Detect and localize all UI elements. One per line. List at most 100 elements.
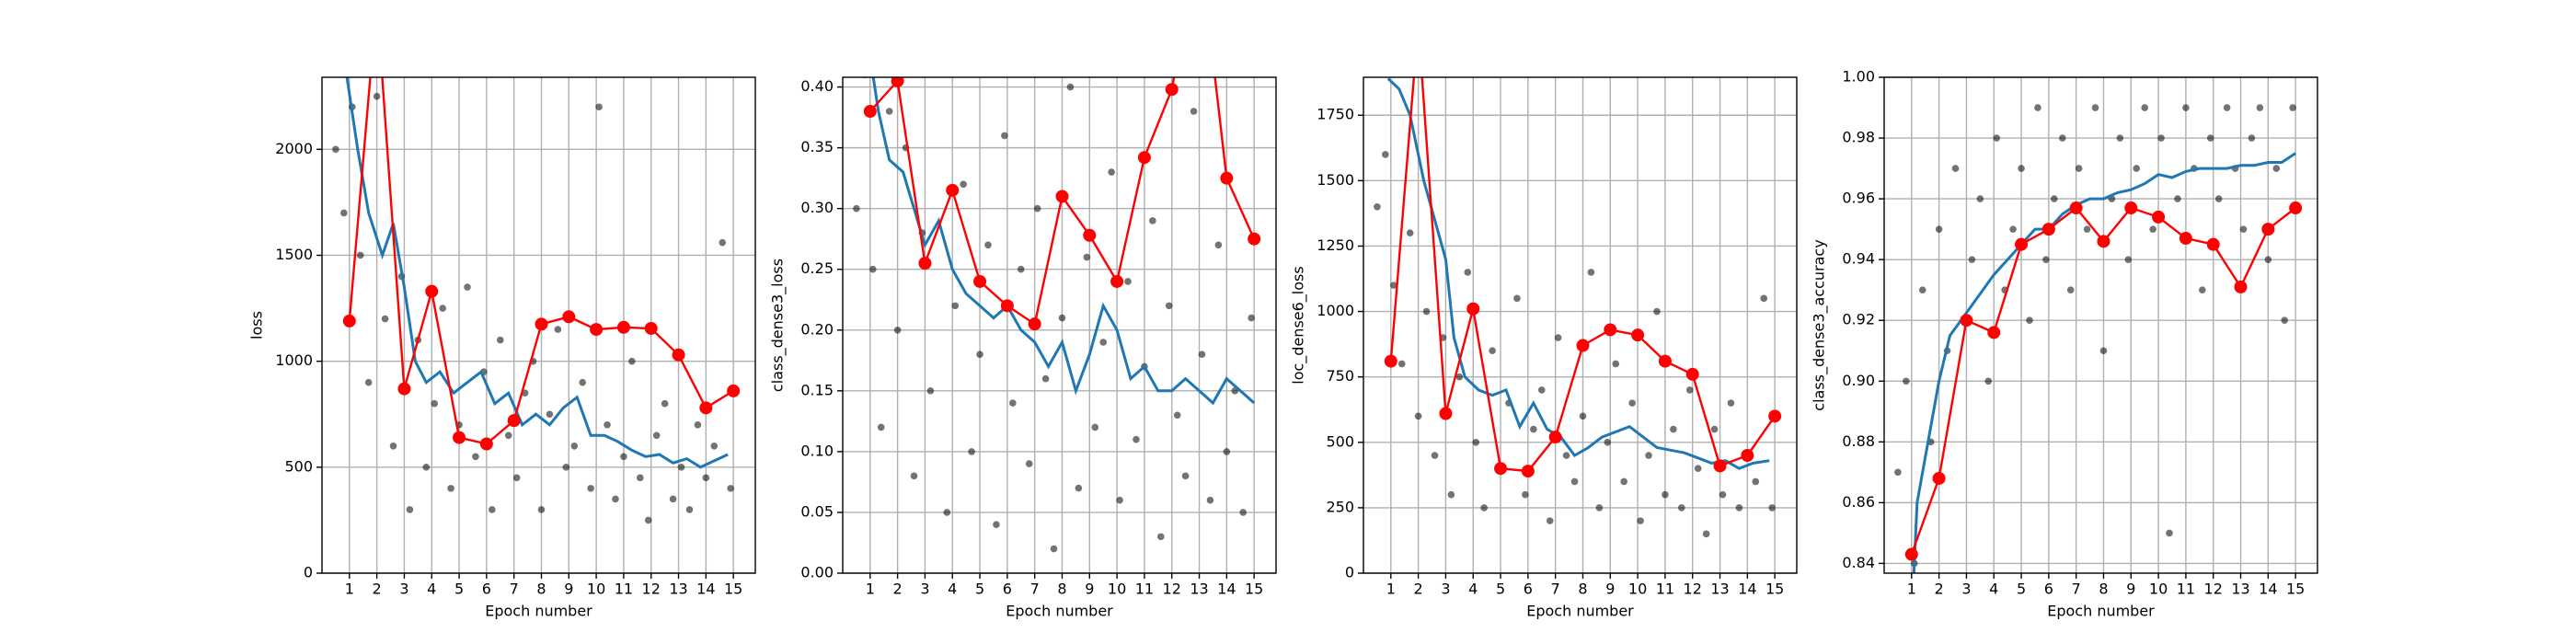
y-tick-label: 1250 [1317, 236, 1354, 254]
scatter-point [1670, 425, 1677, 433]
scatter-point [2009, 225, 2017, 233]
scatter-point [2116, 134, 2124, 142]
scatter-point [951, 302, 960, 310]
scatter-point [1522, 490, 1529, 499]
scatter-point [1735, 504, 1743, 512]
scatter-point [2149, 225, 2156, 233]
series-line [1386, 77, 1770, 470]
point-marker [1631, 328, 1645, 342]
scatter-point [2058, 134, 2066, 142]
scatter-point [1645, 452, 1652, 459]
axes-frame [1883, 76, 2318, 574]
scatter-point [877, 423, 885, 431]
x-tick-label: 6 [482, 581, 491, 598]
scatter-point [1075, 484, 1083, 492]
scatter-point [1165, 302, 1173, 310]
scatter-point [1239, 509, 1248, 516]
scatter-point [1710, 425, 1719, 433]
x-tick-label: 12 [642, 581, 661, 598]
scatter-point [1587, 269, 1595, 276]
x-tick-label: 5 [1496, 581, 1505, 598]
point-marker [1165, 83, 1179, 97]
scatter-point [710, 442, 719, 450]
scatter-point [1009, 399, 1017, 407]
x-tick-label: 9 [2126, 581, 2135, 598]
scatter-point [984, 241, 992, 249]
y-tick-label: 750 [1326, 367, 1354, 385]
x-tick-label: 9 [564, 581, 573, 598]
scatter-point [868, 265, 877, 273]
subplot: 1 2 3 4 5 6 7 8 9 10 11 12 13 14 150500100015002000Epo… [248, 0, 756, 620]
scatter-point [661, 399, 669, 408]
point-marker [590, 323, 604, 337]
x-tick-label: 10 [2149, 581, 2168, 598]
y-tick-label: 0.86 [1842, 493, 1875, 511]
scatter-point [1612, 360, 1620, 368]
scatter-point [1984, 377, 1993, 385]
y-tick-label: 0.96 [1842, 190, 1875, 207]
scatter-point [1149, 217, 1156, 224]
y-tick-label: 0.88 [1842, 432, 1875, 450]
scatter-point [853, 204, 860, 213]
x-tick-label: 8 [1057, 581, 1066, 598]
point-marker [946, 183, 960, 197]
scatter-point [546, 410, 554, 419]
scatter-point [2214, 195, 2223, 202]
y-tick-label: 0.00 [800, 564, 834, 581]
x-axis-label: Epoch number [2047, 603, 2155, 620]
point-marker [644, 321, 658, 335]
scatter-point [943, 509, 951, 516]
point-marker [1248, 232, 1261, 246]
x-tick-label: 1 [1386, 581, 1396, 598]
scatter-point [612, 495, 619, 503]
y-tick-label: 0.84 [1842, 554, 1875, 571]
x-axis-label: Epoch number [485, 603, 592, 620]
scatter-point [636, 474, 644, 482]
scatter-point [669, 495, 677, 503]
scatter-point [960, 180, 967, 189]
point-marker [1137, 151, 1151, 165]
scatter-point [2083, 225, 2091, 233]
scatter-point [1976, 195, 1984, 202]
scatter-point [1760, 294, 1768, 303]
x-tick-label: 5 [975, 581, 984, 598]
y-tick-label: 250 [1326, 498, 1354, 515]
x-tick-label: 7 [2072, 581, 2081, 598]
point-marker [1604, 323, 1617, 337]
scatter-point [1752, 477, 1760, 486]
scatter-point [993, 521, 1000, 528]
x-tick-label: 9 [1085, 581, 1094, 598]
scatter-point [910, 472, 918, 480]
scatter-point [554, 326, 562, 333]
point-marker [2289, 201, 2303, 215]
x-tick-label: 14 [1217, 581, 1236, 598]
scatter-point [1537, 386, 1546, 394]
scatter-point [1116, 496, 1123, 504]
y-tick-label: 0.30 [800, 199, 834, 216]
point-marker [1685, 367, 1699, 381]
scatter-point [1414, 412, 1422, 420]
point-marker [1987, 326, 2001, 339]
scatter-point [1935, 225, 1943, 233]
scatter-point [1968, 256, 1976, 263]
scatter-point [893, 326, 902, 334]
plot-area [1374, 77, 1782, 538]
point-marker [453, 431, 466, 444]
point-marker [371, 0, 384, 7]
y-tick-label: 0.05 [800, 502, 834, 520]
x-tick-label: 8 [2099, 581, 2108, 598]
scatter-point [504, 431, 512, 440]
x-tick-label: 8 [1578, 581, 1587, 598]
scatter-point [1206, 496, 1214, 504]
y-tick-label: 0.92 [1842, 311, 1875, 328]
scatter-point [1133, 435, 1140, 443]
y-tick-label: 1000 [1317, 302, 1354, 319]
scatter-point [1248, 314, 1255, 322]
scatter-point [2248, 134, 2256, 142]
scatter-point [406, 506, 414, 513]
x-tick-label: 2 [1414, 581, 1423, 598]
x-tick-label: 12 [1163, 581, 1181, 598]
y-tick-label: 1500 [1317, 171, 1354, 189]
